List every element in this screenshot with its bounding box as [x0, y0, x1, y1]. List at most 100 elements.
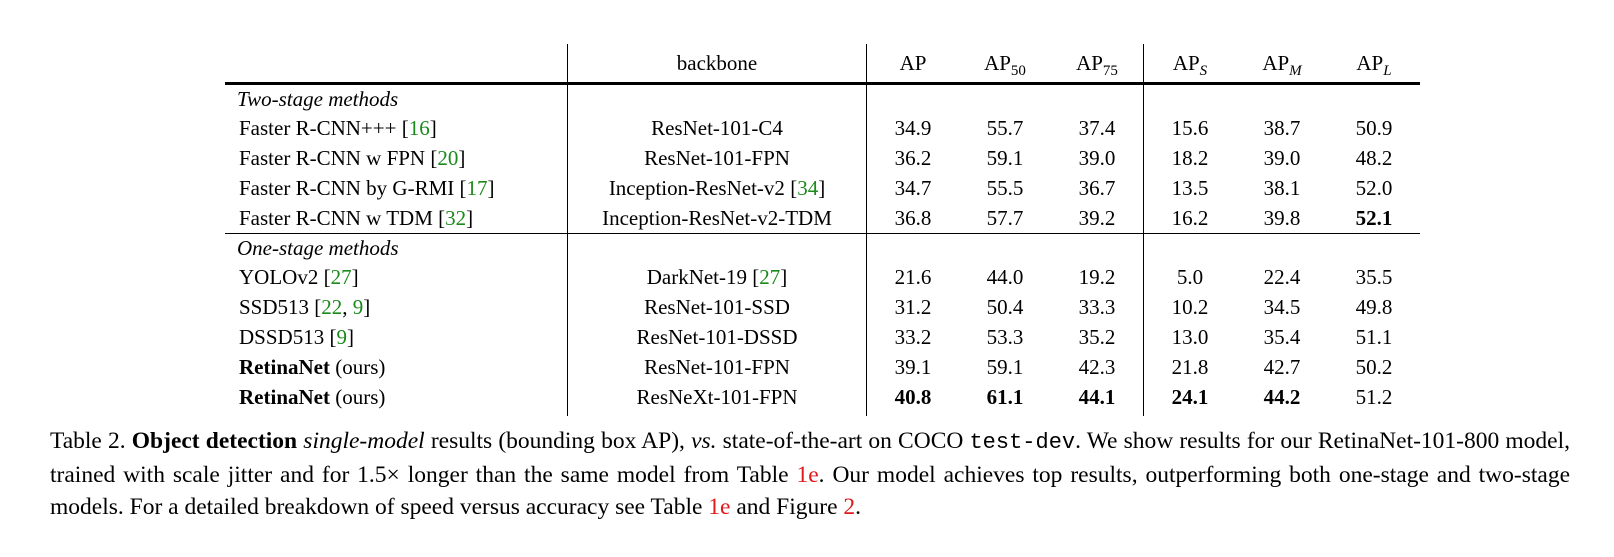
citation-link[interactable]: 20	[437, 146, 459, 170]
metric-value: 52.1	[1355, 206, 1393, 230]
table-caption: Table 2. Object detection single-model r…	[50, 425, 1570, 523]
method-cell: Faster R-CNN w FPN [20]	[239, 146, 466, 170]
group-title-spacer	[1328, 233, 1420, 262]
metric-value: 52.0	[1355, 176, 1393, 200]
group-title-spacer	[1236, 84, 1328, 114]
backbone-cell: ResNet-101-C4	[567, 113, 867, 143]
method-name: Faster R-CNN by G-RMI	[239, 176, 460, 200]
citation-link[interactable]: 9	[352, 295, 364, 319]
method-cell: Faster R-CNN by G-RMI [17]	[239, 176, 495, 200]
caption-ref-table[interactable]: 1e	[708, 494, 731, 520]
backbone-cell: DarkNet-19 [27]	[567, 262, 867, 292]
group-title-spacer	[959, 233, 1051, 262]
metric-value: 34.7	[866, 173, 959, 203]
citation-link[interactable]: 17	[466, 176, 488, 200]
metric-value: 51.1	[1355, 325, 1393, 349]
group-title-spacer	[1143, 233, 1236, 262]
table-row: Faster R-CNN+++ [16] ResNet-101-C4 34.9 55.…	[225, 113, 1420, 143]
group-title-spacer	[1236, 233, 1328, 262]
group-header-row: Two-stage methods	[225, 83, 1420, 114]
header-method	[225, 44, 568, 85]
metric-value: 13.0	[1143, 322, 1236, 352]
method-cell: SSD513 [22, 9]	[239, 295, 371, 319]
citation-link[interactable]: 22	[321, 295, 343, 319]
metric-value: 59.1	[986, 355, 1024, 379]
metric-value: 35.5	[1355, 265, 1393, 289]
metric-value: 39.1	[866, 352, 959, 382]
metric-value: 24.1	[1143, 382, 1236, 416]
caption-text: results (bounding box AP),	[424, 428, 692, 454]
header-apl: APL	[1328, 44, 1420, 85]
citation-link[interactable]: 32	[445, 206, 467, 230]
backbone-cell: Inception-ResNet-v2-TDM	[567, 203, 867, 234]
method-cell: DSSD513 [9]	[239, 325, 354, 349]
metric-value: 44.2	[1263, 385, 1301, 409]
citation-link[interactable]: 34	[797, 176, 819, 200]
metric-value: 22.4	[1263, 265, 1301, 289]
citation-link[interactable]: 16	[408, 116, 430, 140]
caption-ref-table[interactable]: 1e	[796, 462, 819, 488]
results-table-container: backbone AP AP50 AP75 APS APM APL Two-st…	[225, 44, 1420, 416]
method-cell: YOLOv2 [27]	[239, 265, 359, 289]
citation-separator: ,	[342, 295, 353, 319]
metric-value: 35.4	[1263, 325, 1301, 349]
metric-value: 37.4	[1078, 116, 1116, 140]
method-suffix: (ours)	[329, 385, 386, 409]
metric-value: 55.7	[986, 116, 1024, 140]
caption-bold: Object detection	[131, 428, 298, 454]
backbone-name: ResNet-101-SSD	[644, 295, 790, 319]
caption-italic: single-model	[303, 428, 425, 454]
backbone-name: ResNet-101-DSSD	[636, 325, 798, 349]
metric-value: 21.8	[1143, 352, 1236, 382]
metric-value: 16.2	[1143, 203, 1236, 234]
backbone-name: ResNet-101-C4	[651, 116, 783, 140]
method-name: Faster R-CNN w TDM	[239, 206, 439, 230]
backbone-cell: Inception-ResNet-v2 [34]	[567, 173, 867, 203]
group-title-spacer	[1328, 84, 1420, 114]
caption-mono: test-dev	[969, 430, 1076, 455]
citation-link[interactable]: 27	[330, 265, 352, 289]
metric-value: 38.1	[1263, 176, 1301, 200]
citation-link[interactable]: 9	[336, 325, 347, 349]
metric-value: 18.2	[1143, 143, 1236, 173]
table-row: YOLOv2 [27] DarkNet-19 [27] 21.6 44.0 19.2 5.…	[225, 262, 1420, 292]
citation-link[interactable]: 27	[759, 265, 781, 289]
method-name: YOLOv2	[239, 265, 324, 289]
method-name: RetinaNet	[239, 355, 330, 379]
caption-text: state-of-the-art on COCO	[716, 428, 970, 454]
backbone-name: ResNet-101-FPN	[644, 146, 790, 170]
backbone-cell: ResNet-101-FPN	[567, 352, 867, 382]
method-name: SSD513	[239, 295, 315, 319]
metric-value: 51.2	[1355, 385, 1393, 409]
metric-value: 15.6	[1143, 113, 1236, 143]
backbone-name: ResNeXt-101-FPN	[636, 385, 798, 409]
caption-vs: vs.	[691, 428, 717, 454]
metric-value: 38.7	[1263, 116, 1301, 140]
group-title-spacer	[567, 83, 867, 113]
backbone-name: Inception-ResNet-v2	[608, 176, 791, 200]
caption-ref-figure[interactable]: 2	[843, 494, 856, 520]
metric-value: 59.1	[986, 146, 1024, 170]
group-title: Two-stage methods	[237, 87, 399, 111]
metric-value: 50.9	[1355, 116, 1393, 140]
caption-text: and Figure	[730, 494, 844, 520]
metric-value: 36.8	[866, 203, 959, 234]
header-row: backbone AP AP50 AP75 APS APM APL	[225, 44, 1420, 85]
backbone-cell: ResNeXt-101-FPN	[567, 382, 867, 416]
metric-value: 34.5	[1263, 295, 1301, 319]
method-name: Faster R-CNN w FPN	[239, 146, 431, 170]
method-name: DSSD513	[239, 325, 330, 349]
header-ap50: AP50	[959, 44, 1051, 85]
metric-value: 40.8	[866, 382, 959, 416]
metric-value: 48.2	[1355, 146, 1393, 170]
metric-value: 19.2	[1078, 265, 1116, 289]
method-name: Faster R-CNN+++	[239, 116, 402, 140]
metric-value: 61.1	[986, 385, 1024, 409]
method-cell: RetinaNet (ours)	[225, 382, 568, 416]
metric-value: 50.2	[1355, 355, 1393, 379]
caption-text: . We show results for our RetinaNet-101-…	[50, 428, 1571, 488]
header-backbone: backbone	[567, 44, 867, 85]
caption-label: Table 2.	[50, 428, 132, 454]
backbone-cell: ResNet-101-SSD	[567, 292, 867, 322]
metric-value: 49.8	[1355, 295, 1393, 319]
